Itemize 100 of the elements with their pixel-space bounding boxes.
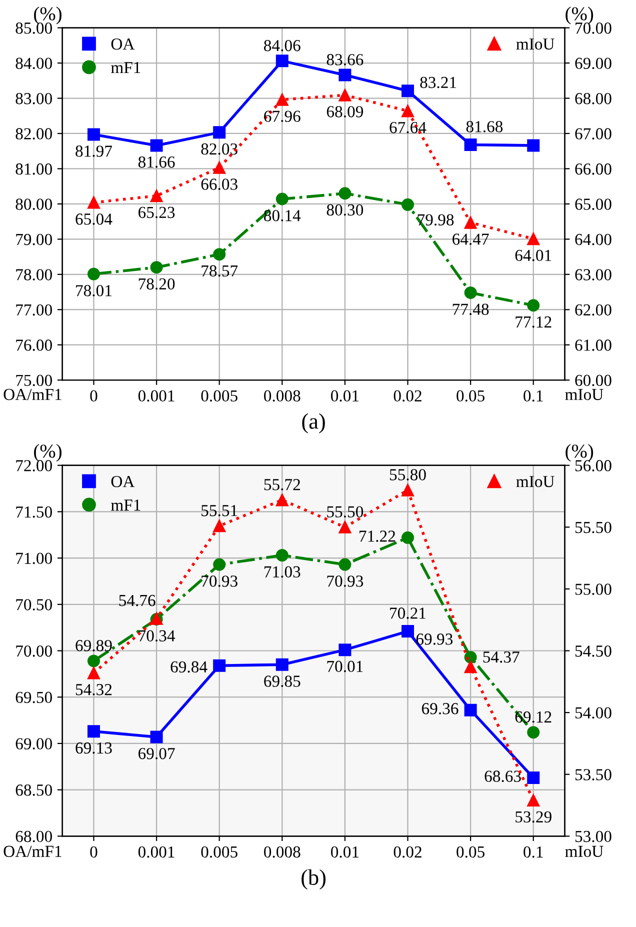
data-label: 78.20	[138, 278, 175, 290]
legend-label: mIoU	[516, 476, 554, 488]
y-tick-label: 84.00	[16, 58, 52, 70]
point	[464, 286, 477, 299]
data-label: 70.34	[138, 630, 176, 642]
x-axis-title: (b)	[302, 869, 326, 890]
x-tick-label: 0.1	[524, 846, 543, 858]
data-label: 68.63	[484, 770, 521, 782]
point	[276, 494, 288, 506]
x-tick-label: 0.1	[524, 390, 543, 402]
data-label: 55.72	[264, 479, 300, 490]
data-label: 70.93	[202, 576, 238, 587]
data-label: 80.14	[264, 210, 301, 222]
point	[276, 93, 288, 106]
data-label: 64.47	[452, 234, 489, 245]
data-label: 53.29	[516, 811, 552, 823]
point	[87, 196, 100, 209]
text: OA/mF1	[4, 846, 62, 858]
y-tick-label: 68.00	[16, 830, 52, 842]
data-label: 69.93	[416, 634, 453, 645]
data-label: 69.07	[138, 748, 175, 760]
data-label: 55.51	[202, 505, 238, 516]
data-label: 54.37	[483, 651, 520, 663]
text: mIoU	[565, 846, 604, 858]
x-tick-label: 0.005	[201, 390, 238, 402]
y2-tick-label: 53.00	[575, 830, 612, 842]
data-label: 78.57	[202, 265, 238, 277]
x-tick-label: 0.01	[331, 846, 359, 858]
data-label: 77.12	[516, 316, 552, 328]
x-tick-label: 0.008	[264, 846, 300, 858]
data-label: 65.04	[76, 214, 112, 225]
y2-tick-label: 55.50	[575, 522, 612, 534]
y-tick-label: 75.00	[16, 374, 52, 386]
y-tick-label: 69.50	[16, 692, 52, 704]
y-axis-title: (%)	[34, 6, 62, 24]
data-label: 54.76	[119, 594, 156, 606]
y-tick-label: 78.00	[16, 269, 52, 280]
data-label: 80.30	[326, 204, 364, 216]
data-label: 71.03	[264, 566, 300, 578]
y2-tick-label: 69.00	[575, 58, 612, 70]
point	[527, 794, 540, 807]
data-label: 71.22	[360, 530, 396, 542]
y-tick-label: 70.50	[16, 599, 52, 610]
data-label: 70.21	[390, 608, 426, 619]
y-tick-label: 76.00	[16, 340, 52, 351]
point	[150, 139, 163, 152]
y-tick-label: 79.00	[16, 234, 52, 246]
data-label: 78.01	[76, 285, 112, 296]
point	[213, 161, 226, 174]
y2-tick-label: 63.00	[575, 269, 612, 280]
y-tick-label: 82.00	[16, 128, 52, 140]
data-label: 70.93	[327, 576, 364, 587]
point	[464, 216, 477, 229]
y-tick-label: 68.50	[16, 784, 52, 796]
data-label: 84.06	[264, 40, 300, 52]
legend-label: mF1	[111, 62, 140, 74]
point	[338, 187, 352, 200]
x-tick-label: 0	[90, 390, 98, 402]
y-tick-label: 72.00	[16, 460, 52, 472]
point	[338, 558, 352, 571]
x-tick-label: 0.005	[201, 846, 238, 858]
data-label: 65.23	[138, 206, 175, 218]
data-label: 83.66	[326, 54, 364, 66]
y2-tick-label: 67.00	[575, 128, 612, 140]
y-tick-label: 80.00	[16, 198, 52, 210]
x-tick-label: 0.05	[456, 846, 484, 858]
data-label: 77.48	[452, 304, 489, 316]
point	[87, 128, 100, 141]
data-label: 69.89	[76, 640, 112, 652]
x-tick-label: 0.02	[394, 390, 422, 402]
point	[213, 520, 226, 532]
data-label: 67.96	[264, 110, 300, 122]
point	[464, 704, 477, 716]
data-label: 69.84	[170, 661, 208, 673]
y-tick-label: 83.00	[16, 92, 52, 104]
y-axis-title: (%)	[34, 444, 62, 462]
data-label: 81.97	[76, 146, 112, 157]
point	[402, 484, 414, 496]
legend-label: OA	[111, 38, 135, 50]
point	[338, 88, 352, 102]
data-label: 82.03	[201, 143, 238, 155]
data-label: 81.66	[138, 156, 175, 168]
point	[338, 644, 352, 656]
y2-axis-title: (%)	[566, 444, 594, 462]
y2-tick-label: 60.00	[575, 374, 612, 386]
y2-axis-title: (%)	[566, 6, 594, 24]
point	[87, 268, 100, 280]
x-tick-label: 0.008	[264, 390, 300, 402]
point	[527, 299, 540, 312]
x-tick-label: 0.02	[394, 846, 422, 858]
y2-tick-label: 68.00	[575, 92, 612, 104]
y-tick-label: 70.00	[16, 645, 52, 657]
legend-label: mIoU	[516, 38, 554, 50]
point	[527, 772, 540, 784]
point	[527, 139, 540, 152]
data-label: 64.01	[515, 250, 552, 262]
point	[338, 68, 352, 82]
point	[464, 660, 477, 674]
point	[213, 558, 226, 571]
point	[87, 725, 100, 738]
